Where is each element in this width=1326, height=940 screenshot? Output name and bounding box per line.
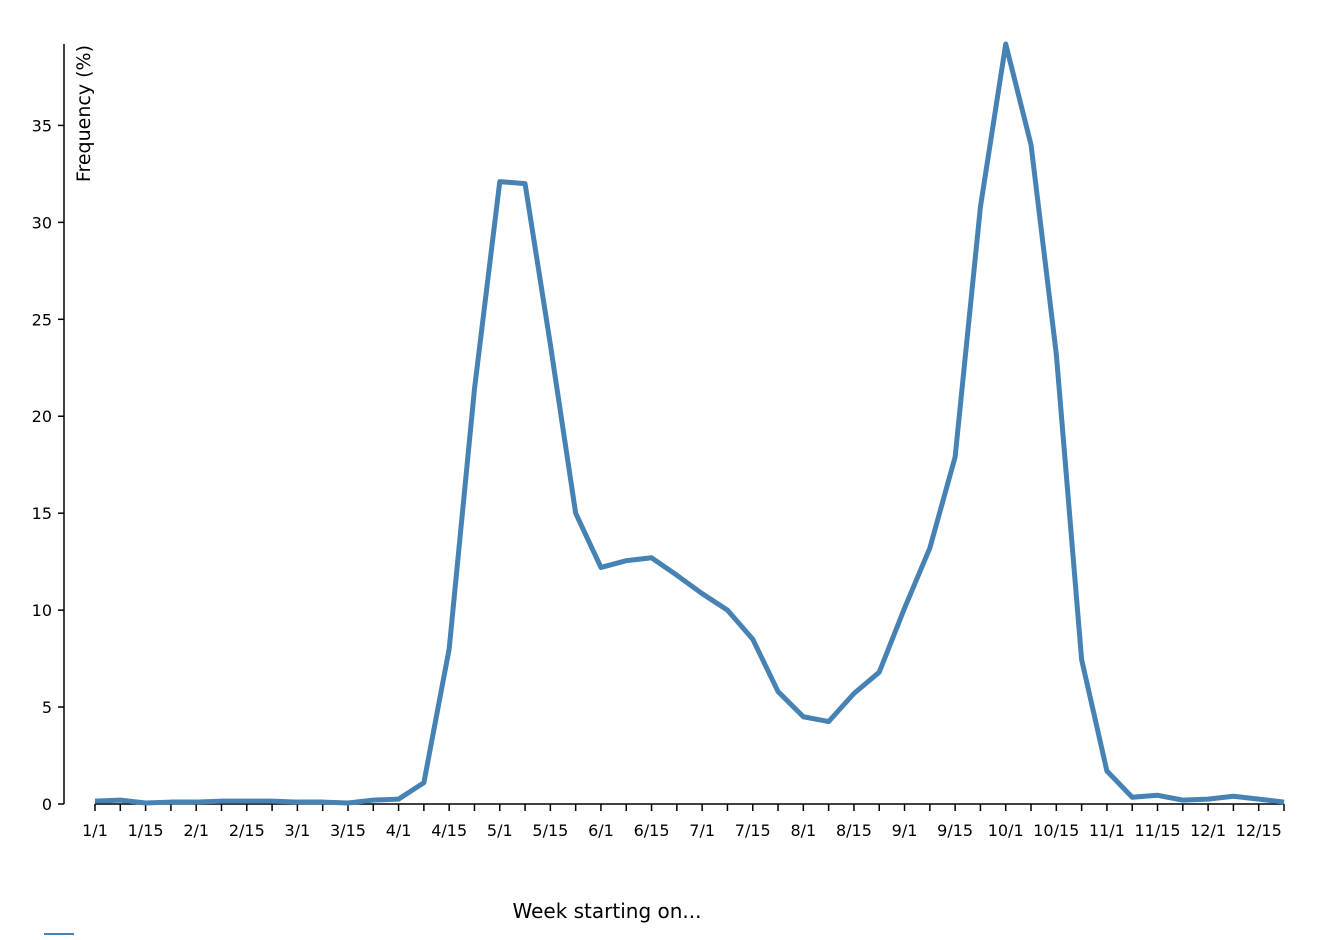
x-tick-label: 11/1 — [1089, 821, 1125, 840]
y-tick-label: 25 — [32, 310, 52, 329]
y-tick-label: 15 — [32, 504, 52, 523]
x-tick-label: 11/15 — [1134, 821, 1180, 840]
y-tick-label: 20 — [32, 407, 52, 426]
x-tick-label: 12/15 — [1236, 821, 1282, 840]
x-tick-label: 1/1 — [82, 821, 108, 840]
x-tick-label: 1/15 — [128, 821, 164, 840]
data-line — [94, 41, 1285, 806]
x-tick-label: 5/15 — [532, 821, 568, 840]
x-tick-label: 8/1 — [790, 821, 816, 840]
x-tick-label: 7/1 — [689, 821, 715, 840]
y-tick-label: 30 — [32, 213, 52, 232]
x-tick-label: 2/1 — [183, 821, 209, 840]
x-tick-label: 9/15 — [937, 821, 973, 840]
y-tick-label: 0 — [42, 795, 52, 814]
y-tick-label: 5 — [42, 698, 52, 717]
x-tick-label: 3/1 — [285, 821, 311, 840]
x-tick-label: 4/1 — [386, 821, 412, 840]
x-tick-label: 6/15 — [634, 821, 670, 840]
x-tick-label: 10/15 — [1033, 821, 1079, 840]
x-tick-label: 5/1 — [487, 821, 513, 840]
x-tick-label: 8/15 — [836, 821, 872, 840]
x-tick-label: 7/15 — [735, 821, 771, 840]
x-tick-label: 3/15 — [330, 821, 366, 840]
y-axis-label: Frequency (%) — [73, 45, 95, 182]
x-tick-label: 4/15 — [431, 821, 467, 840]
y-tick-label: 10 — [32, 601, 52, 620]
x-tick-label: 6/1 — [588, 821, 614, 840]
x-tick-label: 12/1 — [1190, 821, 1226, 840]
x-tick-label: 10/1 — [988, 821, 1024, 840]
x-tick-label: 2/15 — [229, 821, 265, 840]
x-tick-label: 9/1 — [892, 821, 918, 840]
y-tick-label: 35 — [32, 116, 52, 135]
x-axis-label: Week starting on... — [512, 899, 701, 923]
